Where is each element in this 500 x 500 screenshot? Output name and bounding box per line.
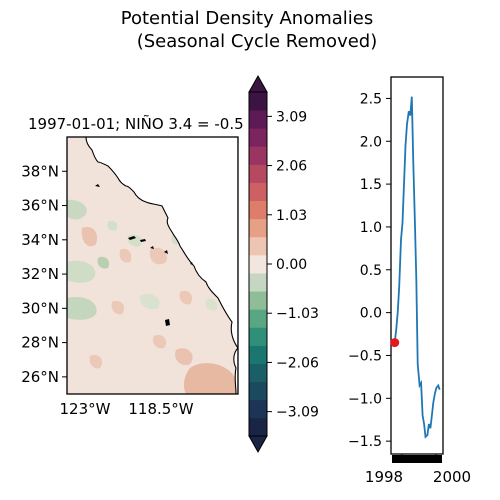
island	[95, 184, 100, 187]
colorbar-band	[249, 273, 267, 292]
y-tick-label: −0.5	[348, 348, 382, 364]
colorbar-band	[249, 110, 267, 129]
colorbar-band	[249, 128, 267, 147]
chart-title-line-2: (Seasonal Cycle Removed)	[136, 31, 378, 52]
positive-anomaly-patch	[89, 354, 103, 369]
y-tick-label: −1.0	[348, 391, 382, 407]
x-tick-overlap-band	[392, 455, 442, 463]
colorbar-ticks: 3.09 2.06 1.03 0.00 −1.03 −2.06 −3.09	[267, 109, 319, 421]
colorbar-tick-label: 2.06	[276, 159, 307, 175]
map-subtitle: 1997-01-01; NIÑO 3.4 = -0.5	[28, 115, 244, 133]
colorbar-extend-max	[248, 74, 268, 93]
negative-anomaly-patch	[67, 199, 87, 220]
positive-anomaly-patch	[179, 290, 193, 305]
island	[190, 262, 193, 265]
x-tick-label-1998: 1998	[365, 468, 403, 486]
negative-anomaly-patch	[205, 298, 218, 311]
lat-tick-label: 26°N	[21, 368, 59, 386]
colorbar-band	[249, 164, 267, 183]
colorbar-tick-label: 1.03	[276, 208, 307, 224]
colorbar-tick-label: −1.03	[276, 306, 319, 322]
lat-tick-label: 28°N	[21, 334, 59, 352]
lon-tick-label-123w: 123°W	[60, 400, 111, 418]
nino-index-line	[393, 96, 441, 439]
x-tick-label-2000: 2000	[433, 468, 471, 486]
y-tick-label: −1.5	[348, 434, 382, 450]
y-tick-label: 0.5	[360, 263, 382, 279]
lat-tick-label: 36°N	[21, 197, 59, 215]
negative-anomaly-patch	[107, 220, 118, 231]
lat-tick-label: 34°N	[21, 231, 59, 249]
lat-tick-label: 30°N	[21, 299, 59, 317]
map-latitude-axis: 38°N 36°N 34°N 32°N 30°N 28°N 26°N	[21, 162, 67, 386]
colorbar-band	[249, 146, 267, 165]
colorbar-band	[249, 291, 267, 310]
colorbar-tick-label: 0.00	[276, 257, 307, 273]
colorbar-band	[249, 236, 267, 256]
colorbar-band	[249, 218, 267, 238]
positive-anomaly-patch	[152, 334, 167, 349]
colorbar-tick-label: −2.06	[276, 355, 319, 371]
colorbar-band	[249, 381, 267, 401]
map-frame	[66, 136, 239, 395]
line-plot-y-axis: 2.5 2.0 1.5 1.0 0.5 0.0 −0.5 −1.0 −1.5	[348, 91, 391, 450]
y-tick-label: 2.5	[360, 91, 382, 107]
positive-anomaly-patch	[183, 363, 238, 394]
island	[165, 319, 170, 326]
positive-anomaly-patch	[111, 300, 125, 315]
colorbar-tick-label: 3.09	[276, 109, 307, 125]
y-tick-label: 2.0	[360, 134, 382, 150]
lon-tick-label-118-5w: 118.5°W	[128, 400, 193, 418]
colorbar-band	[249, 92, 267, 111]
colorbar-band	[249, 417, 267, 437]
positive-anomaly-patch	[119, 248, 132, 263]
colorbar-extend-min	[248, 435, 268, 454]
positive-anomaly-patch	[81, 226, 98, 247]
island	[140, 239, 146, 242]
land-mass	[85, 137, 238, 394]
lat-tick-label: 32°N	[21, 265, 59, 283]
anomaly-map: 38°N 36°N 34°N 32°N 30°N 28°N 26°N 123°W 118.5…	[21, 136, 239, 418]
line-plot-frame	[390, 76, 444, 455]
colorbar-bands	[248, 74, 268, 454]
nino-index-plot: 2.5 2.0 1.5 1.0 0.5 0.0 −0.5 −1.0 −1.5 1998 2000	[348, 76, 471, 486]
island	[150, 246, 154, 249]
colorbar-tick-label: −3.09	[276, 405, 319, 421]
negative-anomaly-patch	[67, 296, 97, 320]
colorbar-band	[249, 182, 267, 202]
current-date-marker	[390, 338, 400, 348]
island	[164, 250, 168, 254]
island	[128, 236, 136, 240]
colorbar-band	[249, 399, 267, 419]
y-tick-label: 1.5	[360, 177, 382, 193]
negative-anomaly-patch	[97, 256, 110, 269]
lat-tick-label: 38°N	[21, 162, 59, 180]
positive-anomaly-patch	[149, 247, 167, 265]
colorbar-band	[249, 345, 267, 364]
colorbar: 3.09 2.06 1.03 0.00 −1.03 −2.06 −3.09	[248, 74, 319, 454]
positive-anomaly-patch	[175, 348, 193, 366]
colorbar-band	[249, 309, 267, 328]
negative-anomaly-patch	[67, 260, 96, 283]
y-tick-label: 0.0	[360, 306, 382, 322]
colorbar-band	[249, 254, 267, 274]
y-tick-label: 1.0	[360, 220, 382, 236]
negative-anomaly-patch	[139, 293, 160, 310]
colorbar-band	[249, 327, 267, 346]
chart-title-line-1: Potential Density Anomalies	[120, 8, 374, 29]
colorbar-band	[249, 363, 267, 383]
colorbar-band	[249, 200, 267, 220]
